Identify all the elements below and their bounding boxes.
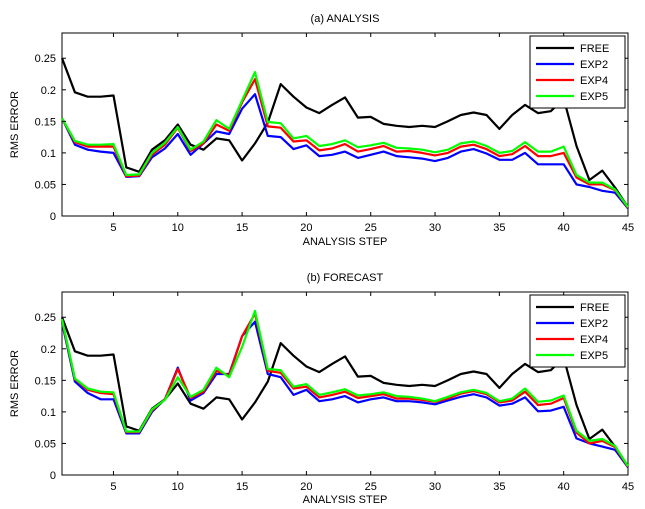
y-tick-label: 0.15 [35, 375, 56, 387]
legend: FREE EXP2 EXP4 EXP5 [529, 294, 626, 368]
chart-title: (a) ANALYSIS [311, 13, 380, 25]
panel-forecast: (b) FORECAST 5 10 15 20 25 30 35 40 45 0 0.05 0.1 0.… [9, 272, 634, 506]
y-tick-label: 0.1 [41, 407, 56, 419]
x-tick-label: 45 [622, 222, 634, 234]
x-tick-label: 30 [429, 481, 441, 493]
series-line-exp4 [61, 77, 629, 209]
series-line-exp2 [61, 93, 629, 210]
legend-entry: EXP5 [580, 91, 608, 103]
x-tick-label: 40 [558, 481, 570, 493]
x-tick-label: 5 [110, 222, 116, 234]
legend-entry: EXP2 [580, 318, 608, 330]
x-tick-label: 25 [365, 222, 377, 234]
x-tick-label: 10 [172, 222, 184, 234]
y-axis-label: RMS ERROR [9, 91, 21, 158]
y-tick-label: 0.1 [41, 148, 56, 160]
x-tick-label: 45 [622, 481, 634, 493]
x-tick-label: 35 [493, 481, 505, 493]
x-tick-label: 30 [429, 222, 441, 234]
y-tick-label: 0.2 [41, 85, 56, 97]
series-line-free [60, 57, 629, 208]
legend-entry: EXP4 [580, 334, 608, 346]
y-tick-label: 0.25 [35, 53, 56, 65]
series-line-exp5 [61, 70, 629, 208]
x-tick-label: 25 [365, 481, 377, 493]
y-tick-label: 0 [50, 470, 56, 482]
x-axis-label: ANALYSIS STEP [303, 494, 388, 506]
legend-box [529, 35, 626, 109]
x-tick-label: 15 [236, 222, 248, 234]
x-tick-label: 40 [558, 222, 570, 234]
series-line-exp5 [60, 309, 629, 467]
x-tick-label: 35 [493, 222, 505, 234]
legend-entry: FREE [580, 43, 609, 55]
y-tick-label: 0.05 [35, 438, 56, 450]
x-tick-label: 20 [300, 222, 312, 234]
legend-box [529, 294, 626, 368]
legend-entry: FREE [580, 302, 609, 314]
y-tick-label: 0.25 [35, 312, 56, 324]
legend-entry: EXP2 [580, 59, 608, 71]
series-lines [60, 57, 629, 210]
y-tick-label: 0.05 [35, 179, 56, 191]
x-tick-label: 10 [172, 481, 184, 493]
panel-analysis: (a) ANALYSIS 5 10 15 20 25 30 35 40 45 0 0.05 0.1 0.… [9, 13, 634, 248]
legend: FREE EXP2 EXP4 EXP5 [529, 35, 626, 109]
chart-title: (b) FORECAST [307, 272, 384, 284]
series-lines [60, 309, 629, 469]
y-axis-label: RMS ERROR [9, 350, 21, 417]
x-tick-label: 5 [110, 481, 116, 493]
y-tick-label: 0 [50, 211, 56, 223]
axis-ticks: 5 10 15 20 25 30 35 40 45 0 0.05 0.1 0.15 0.2 0.25 [35, 292, 634, 493]
legend-entry: EXP5 [580, 350, 608, 362]
legend-entry: EXP4 [580, 75, 608, 87]
y-tick-label: 0.2 [41, 344, 56, 356]
axis-ticks: 5 10 15 20 25 30 35 40 45 0 0.05 0.1 0.15 0.2 0.25 [35, 33, 634, 234]
y-tick-label: 0.15 [35, 116, 56, 128]
x-axis-label: ANALYSIS STEP [303, 236, 388, 248]
x-tick-label: 15 [236, 481, 248, 493]
x-tick-label: 20 [300, 481, 312, 493]
